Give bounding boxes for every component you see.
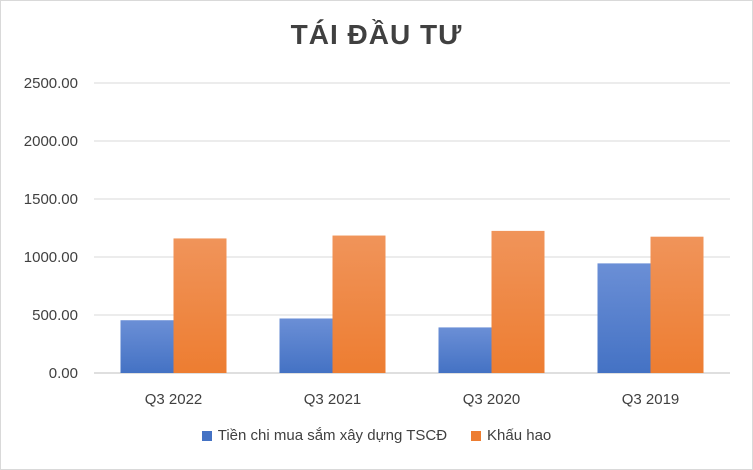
y-tick-label: 500.00 xyxy=(32,307,78,324)
legend-label-series-1: Tiền chi mua sắm xây dựng TSCĐ xyxy=(217,427,448,444)
legend-label-series-2: Khấu hao xyxy=(487,427,552,444)
y-tick-label: 0.00 xyxy=(49,365,78,382)
chart-legend: Tiền chi mua sắm xây dựng TSCĐ Khấu hao xyxy=(1,427,752,444)
x-tick-label: Q3 2020 xyxy=(463,391,521,408)
bar-series-2-q3-2021 xyxy=(332,235,386,373)
bar-series-1-q3-2019 xyxy=(597,263,651,373)
bar-series-1-q3-2020 xyxy=(438,327,492,373)
chart-title: TÁI ĐẦU TƯ xyxy=(290,19,463,50)
legend-swatch-series-2 xyxy=(471,430,482,441)
y-tick-label: 1000.00 xyxy=(24,249,78,266)
bar-series-2-q3-2020 xyxy=(491,230,545,373)
x-tick-label: Q3 2019 xyxy=(622,391,680,408)
x-tick-label: Q3 2021 xyxy=(304,391,362,408)
bar-series-2-q3-2022 xyxy=(173,238,227,373)
bar-series-2-q3-2019 xyxy=(650,236,704,373)
legend-item-series-2: Khấu hao xyxy=(471,427,551,444)
legend-swatch-series-1 xyxy=(201,430,212,441)
bar-series-1-q3-2021 xyxy=(279,318,333,373)
y-tick-label: 2500.00 xyxy=(24,75,78,92)
y-tick-label: 2000.00 xyxy=(24,133,78,150)
bar-series-1-q3-2022 xyxy=(120,320,174,373)
y-tick-label: 1500.00 xyxy=(24,191,78,208)
x-tick-label: Q3 2022 xyxy=(145,391,203,408)
legend-item-series-1: Tiền chi mua sắm xây dựng TSCĐ xyxy=(201,427,448,444)
